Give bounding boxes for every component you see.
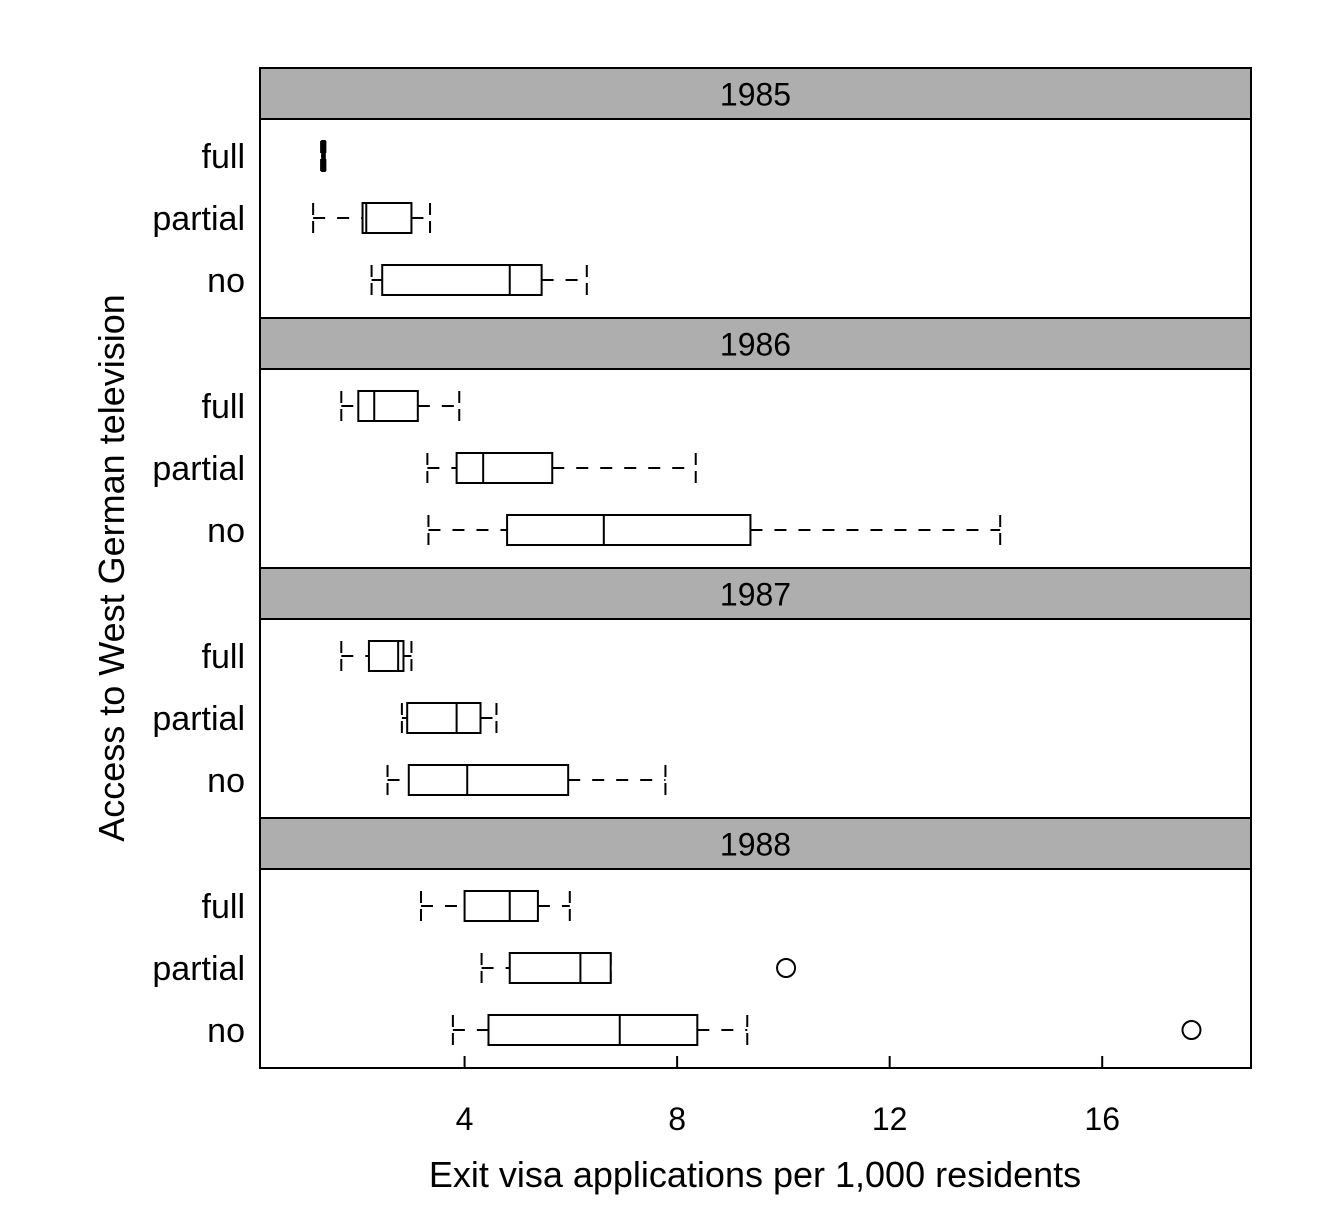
panel-1988: 1988 full partial no	[152, 817, 1252, 1050]
box-iqr	[508, 952, 612, 984]
box-iqr	[455, 452, 554, 484]
category-label-partial: partial	[152, 950, 245, 988]
x-tick-label-8: 8	[668, 1101, 686, 1137]
panel-1987: 1987 full partial no	[152, 567, 1252, 800]
x-tick-label-4: 4	[456, 1101, 474, 1137]
category-label-partial: partial	[152, 200, 245, 238]
x-axis: 4 8 12 16	[456, 1056, 1120, 1137]
box-iqr	[407, 764, 570, 796]
box-1986-no: no	[207, 512, 1002, 550]
box-iqr	[463, 890, 539, 922]
box-iqr	[406, 702, 482, 734]
panel-1986: 1986 full partial no	[152, 317, 1252, 550]
strip-1985	[259, 67, 1252, 120]
box-1985-full: full	[202, 138, 327, 176]
panel-1985: 1985 full partial no	[152, 67, 1252, 300]
box-iqr	[381, 264, 543, 296]
plot-frame	[259, 67, 1252, 1069]
strip-label-1987: 1987	[720, 577, 791, 613]
box-iqr	[357, 390, 419, 422]
box-1987-partial: partial	[152, 700, 498, 738]
box-1985-partial: partial	[152, 200, 432, 238]
box-1985-no: no	[207, 262, 588, 300]
box-iqr	[361, 202, 413, 234]
strip-1988	[259, 817, 1252, 870]
strip-label-1985: 1985	[720, 77, 791, 113]
y-axis-label: Access to West German television	[91, 294, 132, 842]
box-1988-no: no	[207, 1012, 1202, 1050]
box-1988-full: full	[202, 888, 571, 926]
box-1986-full: full	[202, 388, 461, 426]
box-iqr	[506, 514, 752, 546]
outlier-point	[1181, 1020, 1202, 1040]
category-label-full: full	[202, 138, 245, 176]
category-label-no: no	[207, 762, 245, 800]
category-label-full: full	[202, 638, 245, 676]
box-1986-partial: partial	[152, 450, 697, 488]
category-label-partial: partial	[152, 450, 245, 488]
category-label-full: full	[202, 888, 245, 926]
strip-label-1986: 1986	[720, 327, 791, 363]
box-iqr	[487, 1014, 699, 1046]
category-label-no: no	[207, 262, 245, 300]
strip-1987	[259, 567, 1252, 620]
category-label-full: full	[202, 388, 245, 426]
x-axis-label: Exit visa applications per 1,000 residen…	[429, 1154, 1081, 1195]
x-tick-label-16: 16	[1084, 1101, 1120, 1137]
category-label-no: no	[207, 1012, 245, 1050]
box-1987-no: no	[207, 762, 667, 800]
x-tick-label-12: 12	[872, 1101, 908, 1137]
box-1988-partial: partial	[152, 950, 797, 988]
panels-layer: 1985 full partial no 1986 full partial no 1987 fu…	[152, 67, 1252, 1050]
outlier-point	[776, 958, 797, 978]
category-label-no: no	[207, 512, 245, 550]
box-1987-full: full	[202, 638, 413, 676]
strip-label-1988: 1988	[720, 827, 791, 863]
category-label-partial: partial	[152, 700, 245, 738]
